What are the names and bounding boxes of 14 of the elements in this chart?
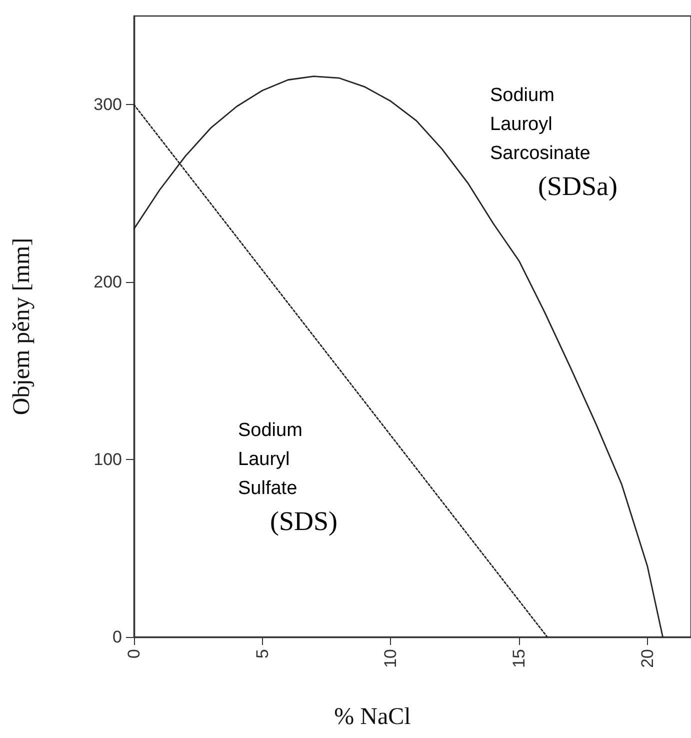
y-tick-label: 100 xyxy=(94,450,122,470)
x-axis-title: % NaCl xyxy=(334,704,412,730)
series-label: Sodium Lauryl Sulfate (SDS) xyxy=(238,420,338,536)
x-tick-label: 10 xyxy=(381,649,400,668)
x-tick-label: 0 xyxy=(124,649,144,658)
y-tick-label: 300 xyxy=(94,95,122,114)
y-tick-label: 200 xyxy=(94,272,122,292)
y-axis-title: Objem pěny [mm] xyxy=(9,238,35,416)
x-tick-label: 15 xyxy=(510,649,529,668)
series-label: Sodium Lauroyl Sarcosinate (SDSa) xyxy=(490,85,618,201)
x-tick-label: 5 xyxy=(252,649,272,658)
line-series xyxy=(133,76,664,638)
y-tick-label: 0 xyxy=(112,628,122,646)
x-tick-label: 20 xyxy=(638,649,657,668)
